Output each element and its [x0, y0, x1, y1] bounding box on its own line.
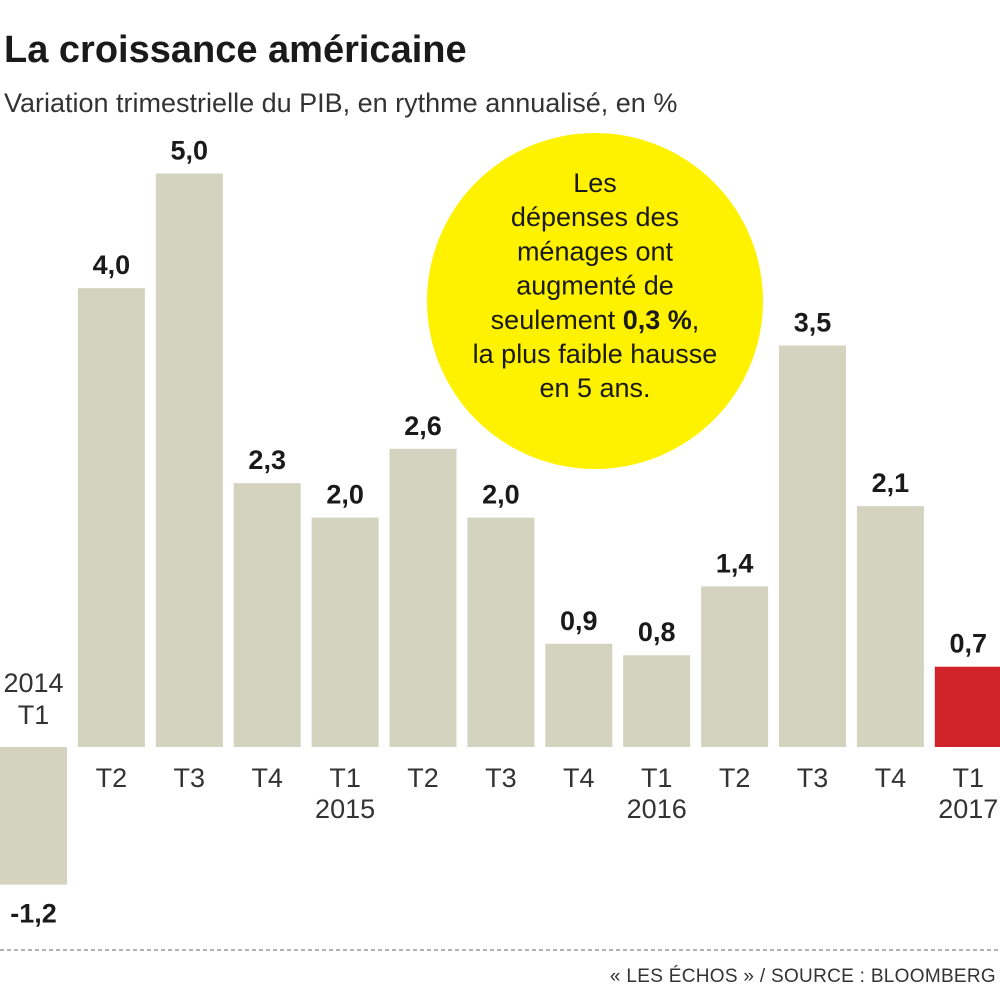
bar-value-label-10: 3,5	[794, 308, 832, 338]
bar-value-label-0: -1,2	[10, 899, 57, 929]
callout-line-2: ménages ont	[517, 236, 674, 266]
bar-3	[233, 483, 301, 747]
bar-value-label-8: 0,8	[638, 617, 676, 647]
bar-11	[856, 506, 924, 747]
x-tick-label-8: T1	[641, 763, 673, 793]
callout-line-5: la plus faible hausse	[473, 339, 718, 369]
bar-value-label-7: 0,9	[560, 606, 598, 636]
source-credit: « LES ÉCHOS » / SOURCE : BLOOMBERG	[610, 966, 996, 987]
bar-value-label-4: 2,0	[326, 480, 364, 510]
chart-subtitle: Variation trimestrielle du PIB, en rythm…	[4, 88, 677, 118]
callout-segment: seulement	[491, 305, 623, 335]
callout-segment: ,	[692, 305, 700, 335]
bar-0	[0, 747, 67, 885]
x-tick-label-10: T3	[797, 763, 829, 793]
bar-4	[311, 517, 379, 747]
x-tick-label-12: T1	[953, 763, 985, 793]
x-tick-label-4: T1	[329, 763, 361, 793]
callout-segment: Les	[573, 168, 617, 198]
chart-title: La croissance américaine	[4, 29, 467, 71]
bar-7	[545, 643, 613, 747]
x-tick-label-2: T3	[174, 763, 206, 793]
callout-line-6: en 5 ans.	[539, 373, 650, 403]
bar-10	[779, 345, 846, 747]
x-tick-label-7: T4	[563, 763, 595, 793]
bar-value-label-2: 5,0	[171, 136, 209, 166]
bar-12	[934, 666, 1000, 747]
x-year-label-4: 2015	[315, 794, 375, 824]
bar-8	[623, 655, 691, 747]
x-year-label-12: 2017	[938, 794, 998, 824]
x-tick-label-1: T2	[96, 763, 128, 793]
bar-1	[77, 288, 145, 747]
bar-value-label-11: 2,1	[872, 468, 910, 498]
callout-circle	[427, 133, 763, 469]
bar-6	[467, 517, 535, 747]
callout-segment: en 5 ans.	[539, 373, 650, 403]
x-tick-label-6: T3	[485, 763, 517, 793]
bar-value-label-3: 2,3	[248, 445, 286, 475]
callout-line-1: dépenses des	[511, 202, 679, 232]
callout-text: Les dépenses des ménages ont augmenté de seu…	[473, 168, 718, 403]
bar-2	[155, 173, 223, 747]
callout-line-3: augmenté de	[516, 271, 674, 301]
callout-segment: dépenses des	[511, 202, 679, 232]
bar-value-label-6: 2,0	[482, 480, 520, 510]
bar-5	[389, 448, 457, 747]
x-tick-label-0: T1	[18, 700, 50, 730]
x-tick-label-5: T2	[407, 763, 439, 793]
callout-segment: 0,3 %	[623, 305, 692, 335]
callout-line-4: seulement 0,3 %,	[491, 305, 700, 335]
callout-segment: la plus faible hausse	[473, 339, 718, 369]
x-tick-label-9: T2	[719, 763, 751, 793]
callout-segment: ménages ont	[517, 236, 674, 266]
bar-9	[701, 586, 769, 747]
callout-bubble: Les dépenses des ménages ont augmenté de seu…	[427, 133, 763, 469]
x-year-label-8: 2016	[627, 794, 687, 824]
bar-value-label-9: 1,4	[716, 548, 754, 578]
x-year-label-0: 2014	[3, 668, 63, 698]
bar-value-label-1: 4,0	[93, 250, 131, 280]
callout-segment: augmenté de	[516, 271, 674, 301]
x-tick-label-11: T4	[875, 763, 907, 793]
callout-line-0: Les	[573, 168, 617, 198]
bar-value-label-12: 0,7	[950, 629, 988, 659]
x-tick-label-3: T4	[251, 763, 283, 793]
bar-value-label-5: 2,6	[404, 411, 442, 441]
bars-group: -1,22014T14,0T25,0T32,3T42,0T120152,6T22…	[0, 136, 1000, 929]
